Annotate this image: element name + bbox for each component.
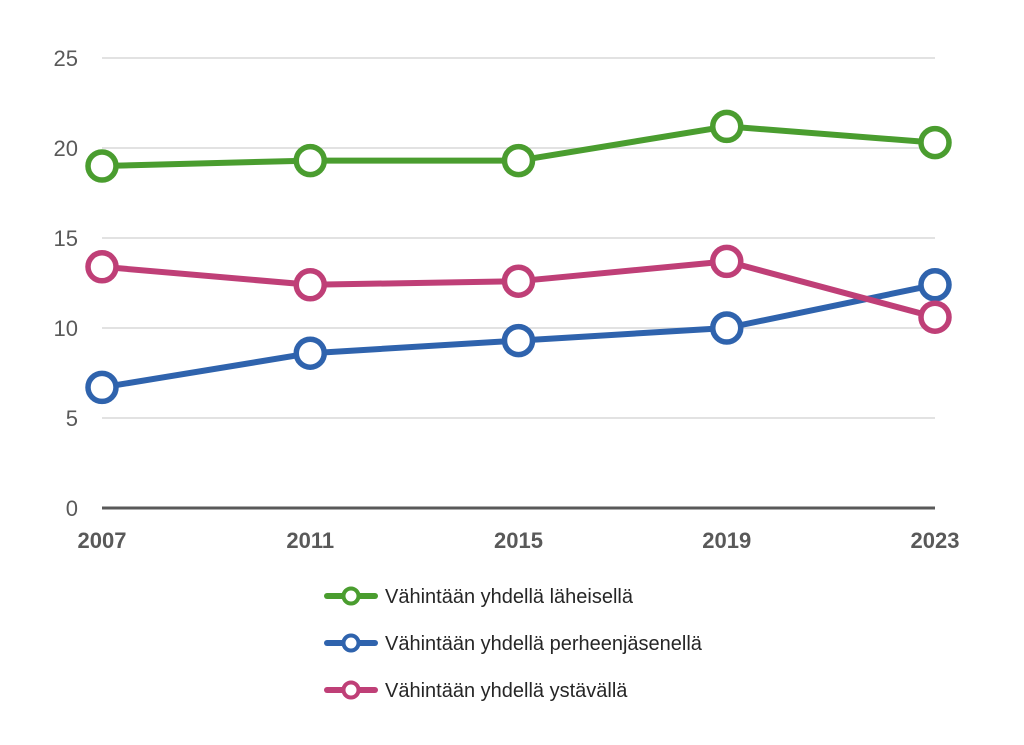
y-tick-label: 25 xyxy=(54,46,78,71)
x-tick-label: 2023 xyxy=(911,528,960,553)
data-point xyxy=(710,109,744,144)
series xyxy=(85,109,952,405)
data-point xyxy=(918,300,952,334)
series-0 xyxy=(85,109,952,183)
data-point xyxy=(710,244,744,279)
legend-item: Vähintään yhdellä perheenjäsenellä xyxy=(324,633,703,655)
x-tick-label: 2019 xyxy=(702,528,751,553)
legend-item: Vähintään yhdellä ystävällä xyxy=(324,680,628,702)
y-tick-label: 15 xyxy=(54,226,78,251)
legend-label: Vähintään yhdellä ystävällä xyxy=(385,680,628,702)
legend-item: Vähintään yhdellä läheisellä xyxy=(324,586,634,608)
y-tick-label: 10 xyxy=(54,316,78,341)
y-tick-label: 20 xyxy=(54,136,78,161)
legend-marker xyxy=(341,633,361,653)
data-point xyxy=(501,143,536,178)
data-point xyxy=(85,250,119,284)
data-point xyxy=(85,149,119,183)
series-2 xyxy=(85,244,952,334)
legend-label: Vähintään yhdellä perheenjäsenellä xyxy=(385,633,703,655)
legend: Vähintään yhdellä läheisellä Vähintään yh… xyxy=(324,586,703,702)
data-point xyxy=(85,370,119,405)
grid xyxy=(102,57,935,419)
legend-marker xyxy=(341,680,361,700)
data-point xyxy=(710,311,744,345)
legend-label: Vähintään yhdellä läheisellä xyxy=(385,586,634,608)
y-tick-label: 5 xyxy=(66,406,78,431)
data-point xyxy=(293,143,327,178)
x-axis: 2007 2011 2015 2019 2023 xyxy=(78,506,960,553)
data-point xyxy=(293,268,327,302)
data-point xyxy=(501,323,536,358)
y-tick-label: 0 xyxy=(66,496,78,521)
data-point xyxy=(918,125,952,160)
x-tick-label: 2011 xyxy=(286,528,334,553)
data-point xyxy=(918,268,952,302)
data-point xyxy=(501,264,536,298)
x-tick-label: 2007 xyxy=(78,528,127,553)
legend-marker xyxy=(341,586,361,606)
data-point xyxy=(293,336,327,370)
y-axis: 0 5 10 15 20 25 xyxy=(54,46,78,521)
x-tick-label: 2015 xyxy=(494,528,543,553)
series-1 xyxy=(85,268,952,405)
